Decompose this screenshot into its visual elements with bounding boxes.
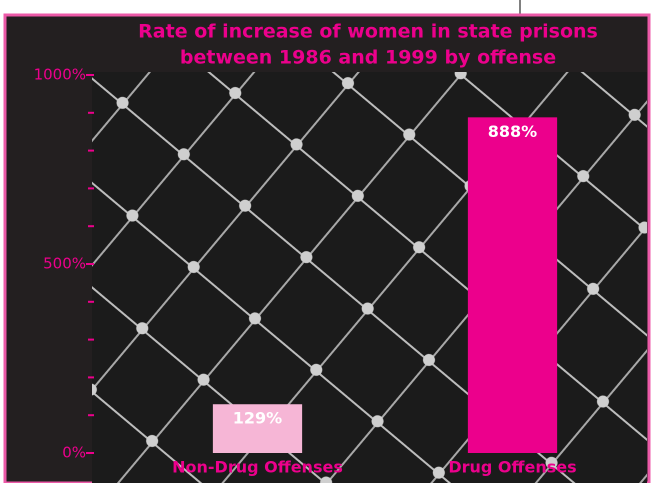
y-tick-label: 500%: [43, 255, 86, 273]
value-label: 888%: [488, 122, 537, 141]
bar: [212, 404, 303, 453]
x-tick-label: Drug Offenses: [448, 458, 576, 477]
chart-title: between 1986 and 1999 by offense: [180, 47, 556, 69]
value-label: 129%: [233, 409, 282, 428]
plot-background: [92, 72, 647, 483]
y-tick-label: 0%: [62, 444, 86, 462]
x-tick-label: Non-Drug Offenses: [172, 458, 343, 477]
bar: [467, 117, 558, 453]
chart-title: Rate of increase of women in state priso…: [138, 21, 598, 43]
y-tick-label: 1000%: [34, 66, 86, 84]
